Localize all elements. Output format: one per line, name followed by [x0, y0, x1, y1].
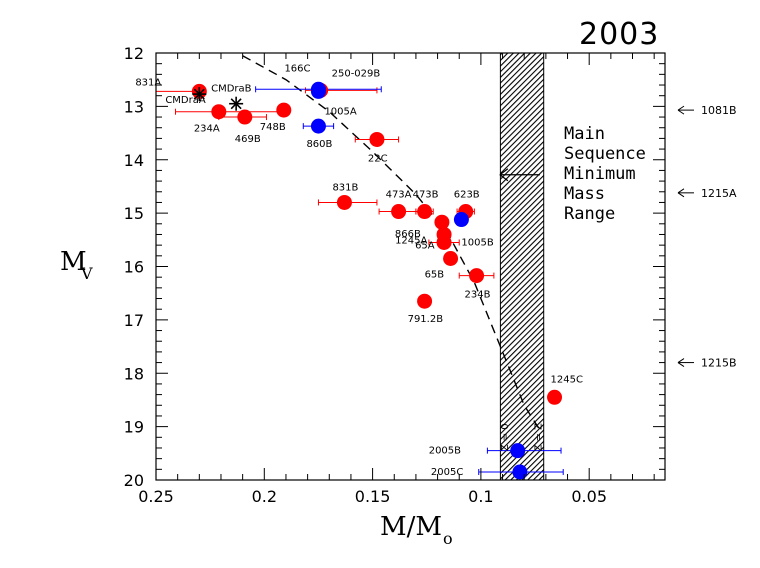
point-label-1005B: 1005B [461, 238, 493, 249]
side-label: 1081B [701, 104, 737, 117]
y-tick-label: 17 [124, 311, 144, 330]
x-tick-label: 0.2 [252, 487, 277, 506]
side-arrow-head [677, 105, 685, 115]
point-label-22C: 22C [368, 153, 388, 164]
point-label-65B: 65B [425, 269, 445, 280]
point-label-831B: 831B [332, 182, 358, 193]
point-label-2005C: 2005C [431, 467, 463, 478]
side-arrow-head [677, 188, 685, 198]
point-234B [469, 268, 485, 284]
axis-ticks [155, 52, 665, 481]
point-65B [443, 250, 459, 266]
point-label-791.2B: 791.2B [408, 314, 444, 325]
point-label-748B: 748B [260, 122, 286, 133]
point-label-866B: 866B [395, 229, 421, 240]
y-axis-title: M [60, 247, 87, 277]
point-473B [417, 204, 433, 220]
y-tick-labels: 12 13 14 15 16 17 18 19 20 [124, 44, 144, 490]
chart-title: 2003 [579, 17, 659, 52]
side-arrow-head [677, 358, 685, 367]
point-label-1005A: 1005A [324, 106, 356, 117]
point-label-469B: 469B [235, 134, 261, 145]
y-tick-label: 20 [124, 471, 144, 490]
band-label-line: Range [564, 204, 615, 224]
point-label-250-029B: 250-029B [332, 68, 381, 79]
point-2005B [510, 443, 526, 459]
band-label-line: Mass [564, 184, 605, 204]
point-label-473A: 473A [386, 190, 412, 201]
data-points [191, 81, 563, 480]
band-rect [499, 52, 545, 481]
point-label-234A: 234A [194, 124, 220, 135]
point-label-65A: 65A [415, 240, 435, 251]
point-label-166C: 166C [284, 63, 310, 74]
x-tick-label: 0.1 [468, 487, 493, 506]
y-axis-title-sub: V [80, 264, 93, 283]
side-annotations: 1081B 1215A 1215B [677, 104, 737, 370]
point-831B [336, 194, 352, 210]
side-annotation-1215A: 1215A [677, 187, 737, 200]
point-label-CMDraB: CMDraB [211, 84, 252, 95]
point-label-1245A: 1245A [395, 235, 427, 246]
point-791.2B [417, 293, 433, 309]
point-748B [276, 102, 292, 118]
y-tick-label: 15 [124, 204, 144, 223]
point-860B [310, 118, 326, 134]
band-label-line: Main [564, 124, 605, 144]
point-label-CMDraA: CMDraA [165, 95, 206, 106]
y-tick-label: 16 [124, 258, 144, 277]
mass-range-band [499, 52, 545, 481]
error-bars [155, 86, 564, 475]
x-axis-title-sub: o [443, 529, 453, 548]
y-tick-label: 18 [124, 364, 144, 383]
star-stroke [230, 98, 242, 110]
star-point-CMDraA [192, 87, 207, 102]
side-annotation-1081B: 1081B [677, 104, 737, 117]
y-tick-label: 13 [124, 97, 144, 116]
point-label-1245C: 1245C [551, 374, 583, 385]
band-arrow-head [499, 168, 509, 182]
side-label: 1215B [701, 357, 737, 370]
star-stroke [193, 88, 205, 100]
point-label-831A: 831A [135, 77, 161, 88]
point-234A [211, 104, 227, 120]
point-473A [391, 204, 407, 220]
point-label-473B: 473B [413, 190, 439, 201]
z-label: Z = 0 [500, 423, 511, 451]
y-tick-label: 19 [124, 418, 144, 437]
band-label-line: Minimum [564, 164, 636, 184]
z-label: Z = Z [534, 423, 545, 452]
point-label-860B: 860B [306, 139, 332, 150]
y-tick-label: 14 [124, 151, 144, 170]
x-tick-label: 0.25 [138, 487, 174, 506]
band-label-line: Sequence [564, 144, 646, 164]
point-469B [237, 109, 253, 125]
point-2005C [512, 464, 528, 480]
point-866B [434, 214, 450, 230]
y-tick-label: 12 [124, 44, 144, 63]
point-1005A [310, 83, 326, 99]
x-tick-label: 0.15 [355, 487, 391, 506]
side-annotation-1215B: 1215B [677, 357, 737, 370]
point-label-234B: 234B [465, 290, 491, 301]
x-axis-title: M/M [380, 512, 442, 542]
point-1005B [453, 212, 469, 228]
point-1245C [547, 389, 563, 405]
point-22C [369, 131, 385, 147]
point-65A [436, 234, 452, 250]
x-tick-label: 0.05 [571, 487, 607, 506]
side-label: 1215A [701, 187, 737, 200]
point-label-2005B: 2005B [429, 446, 461, 457]
star-point-CMDraB [229, 96, 244, 111]
point-label-623B: 623B [454, 190, 480, 201]
x-tick-labels: 0.25 0.2 0.15 0.1 0.05 [138, 487, 607, 506]
